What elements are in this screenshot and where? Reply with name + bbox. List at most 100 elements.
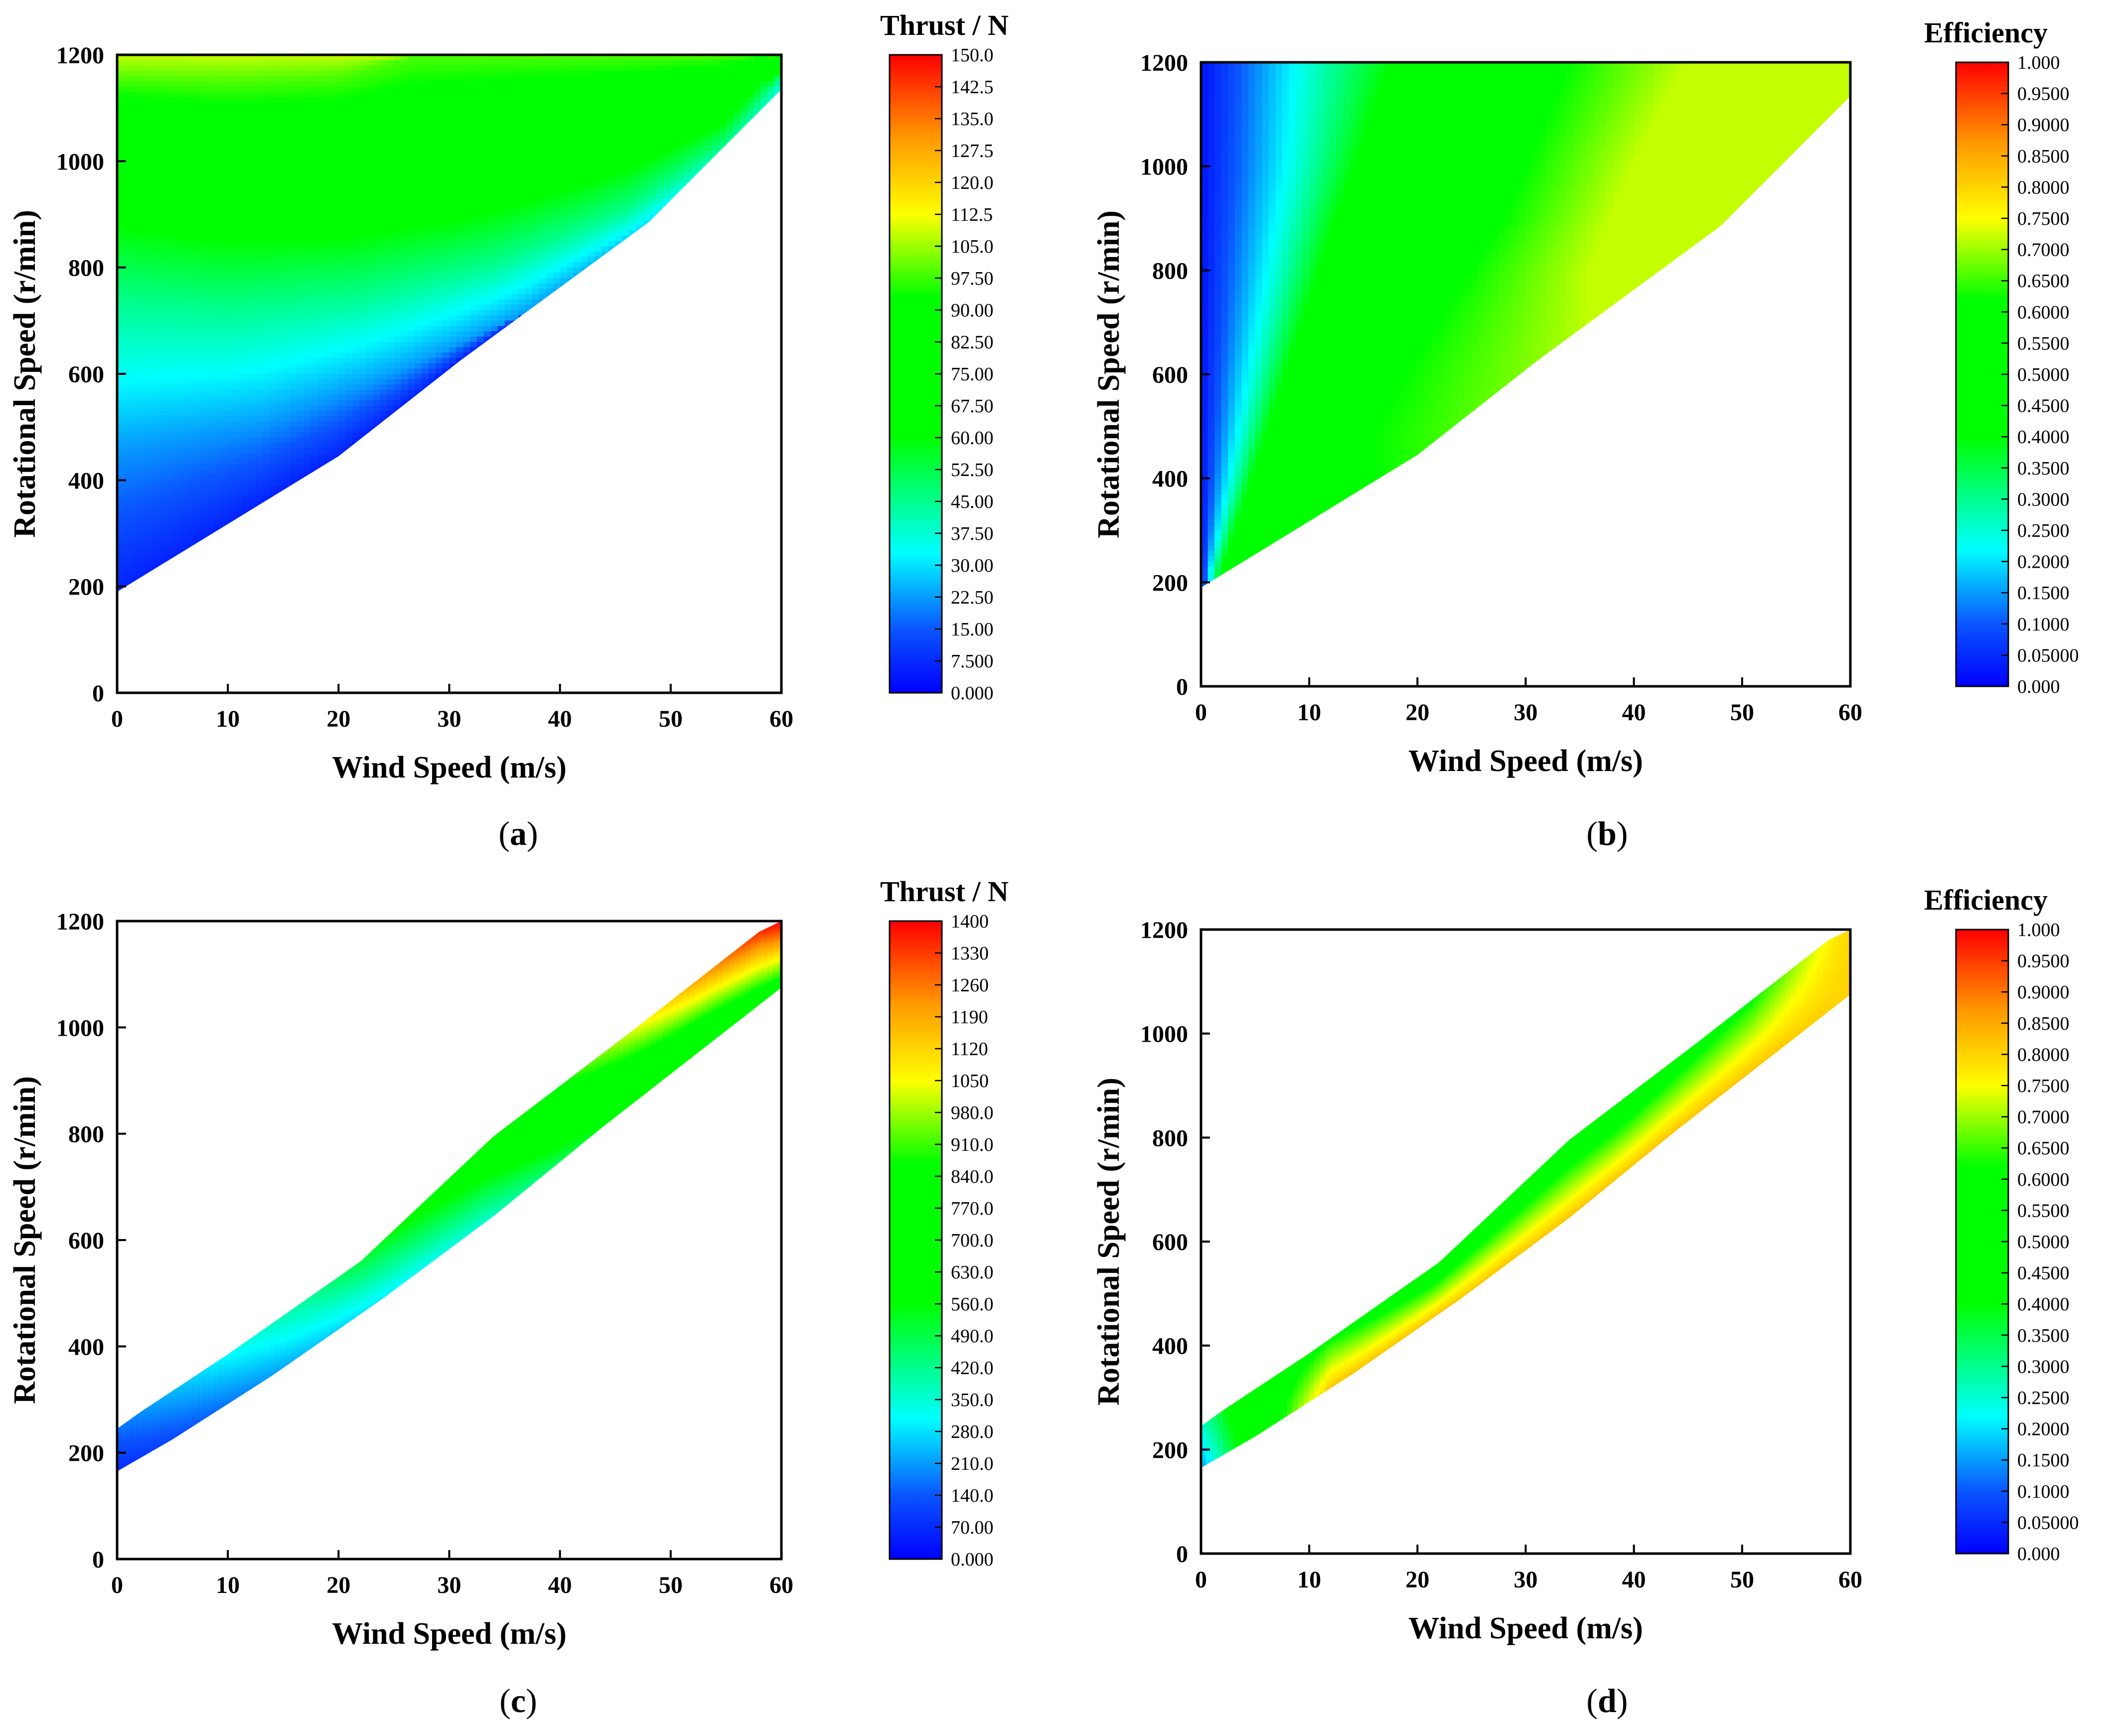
heat-cell bbox=[138, 81, 146, 87]
heat-cell bbox=[193, 273, 201, 279]
heat-cell bbox=[124, 92, 132, 98]
heat-cell bbox=[331, 103, 339, 109]
heat-cell bbox=[241, 129, 249, 135]
heat-cell bbox=[297, 135, 304, 141]
heat-cell bbox=[179, 326, 187, 332]
heat-cell bbox=[193, 97, 201, 103]
heat-cell bbox=[255, 151, 263, 157]
heat-cell bbox=[255, 395, 263, 401]
heat-cell bbox=[207, 278, 215, 284]
heat-cell bbox=[179, 257, 187, 263]
heat-cell bbox=[317, 198, 325, 204]
heat-cell bbox=[158, 171, 166, 178]
heat-cell bbox=[297, 459, 304, 465]
heat-cell bbox=[172, 182, 180, 188]
heat-cell bbox=[172, 55, 180, 61]
heat-cell bbox=[235, 87, 242, 93]
heat-cell bbox=[131, 411, 139, 417]
heat-cell bbox=[283, 235, 291, 242]
heat-cell bbox=[241, 119, 249, 125]
heat-cell bbox=[131, 156, 139, 162]
heat-cell bbox=[394, 55, 402, 61]
heat-cell bbox=[228, 438, 236, 444]
heat-cell bbox=[324, 171, 332, 178]
heat-cell bbox=[131, 406, 139, 412]
heat-cell bbox=[145, 262, 152, 268]
heat-cell bbox=[373, 209, 381, 215]
heat-cell bbox=[262, 97, 270, 103]
heat-cell bbox=[297, 454, 304, 460]
heat-cell bbox=[352, 92, 360, 98]
heat-cell bbox=[117, 60, 125, 66]
heat-cell bbox=[151, 528, 159, 534]
heat-cell bbox=[401, 92, 409, 98]
heat-cell bbox=[345, 145, 353, 151]
heat-cell bbox=[387, 246, 395, 252]
heat-cell bbox=[262, 193, 270, 199]
heat-cell bbox=[235, 182, 242, 188]
heat-cell bbox=[359, 177, 367, 183]
heat-cell bbox=[359, 87, 367, 93]
heat-cell bbox=[331, 166, 339, 172]
heat-cell bbox=[401, 363, 409, 369]
heat-cell bbox=[214, 151, 222, 157]
heat-cell bbox=[179, 267, 187, 274]
heat-cell bbox=[338, 151, 346, 157]
heat-cell bbox=[262, 76, 270, 82]
heat-cell bbox=[255, 251, 263, 258]
heat-cell bbox=[145, 60, 152, 66]
heat-cell bbox=[179, 379, 187, 385]
heat-cell bbox=[248, 427, 256, 433]
heat-cell bbox=[359, 411, 367, 417]
heat-cell bbox=[303, 443, 311, 449]
heat-cell bbox=[373, 219, 381, 226]
heat-cell bbox=[179, 198, 187, 204]
heat-cell bbox=[248, 182, 256, 188]
heat-cell bbox=[207, 358, 215, 364]
heat-cell bbox=[151, 166, 159, 172]
heat-cell bbox=[387, 166, 395, 172]
heat-cell bbox=[394, 257, 402, 263]
heat-cell bbox=[303, 87, 311, 93]
heat-cell bbox=[228, 81, 236, 87]
heat-cell bbox=[214, 273, 222, 279]
heat-cell bbox=[158, 427, 166, 433]
heat-cell bbox=[352, 422, 360, 428]
heat-cell bbox=[158, 113, 166, 119]
heat-cell bbox=[262, 299, 270, 306]
heat-cell bbox=[331, 310, 339, 316]
heat-cell bbox=[207, 390, 215, 396]
heat-cell bbox=[145, 549, 152, 555]
heat-cell bbox=[228, 209, 236, 215]
heat-cell bbox=[283, 151, 291, 157]
heat-cell bbox=[331, 278, 339, 284]
heat-cell bbox=[310, 454, 318, 460]
heat-cell bbox=[331, 135, 339, 141]
heat-cell bbox=[200, 267, 208, 274]
heat-cell bbox=[317, 336, 325, 342]
heat-cell bbox=[317, 374, 325, 380]
heat-cell bbox=[235, 230, 242, 236]
heat-cell bbox=[359, 187, 367, 194]
heat-cell bbox=[276, 427, 284, 433]
heat-cell bbox=[394, 384, 402, 390]
heat-cell bbox=[373, 336, 381, 342]
heat-cell bbox=[186, 480, 194, 486]
heat-cell bbox=[359, 71, 367, 77]
heat-cell bbox=[131, 522, 139, 529]
heat-cell bbox=[359, 145, 367, 151]
heat-cell bbox=[179, 506, 187, 513]
heat-cell bbox=[283, 374, 291, 380]
heat-cell bbox=[401, 384, 409, 390]
heat-cell bbox=[200, 454, 208, 460]
heat-cell bbox=[366, 166, 374, 172]
heat-cell bbox=[290, 326, 298, 332]
heat-cell bbox=[310, 368, 318, 374]
heat-cell bbox=[221, 512, 229, 518]
heat-cell bbox=[338, 214, 346, 220]
heat-cell bbox=[165, 60, 173, 66]
heat-cell bbox=[214, 390, 222, 396]
heat-cell bbox=[241, 459, 249, 465]
heat-cell bbox=[297, 108, 304, 114]
heat-cell bbox=[262, 219, 270, 226]
